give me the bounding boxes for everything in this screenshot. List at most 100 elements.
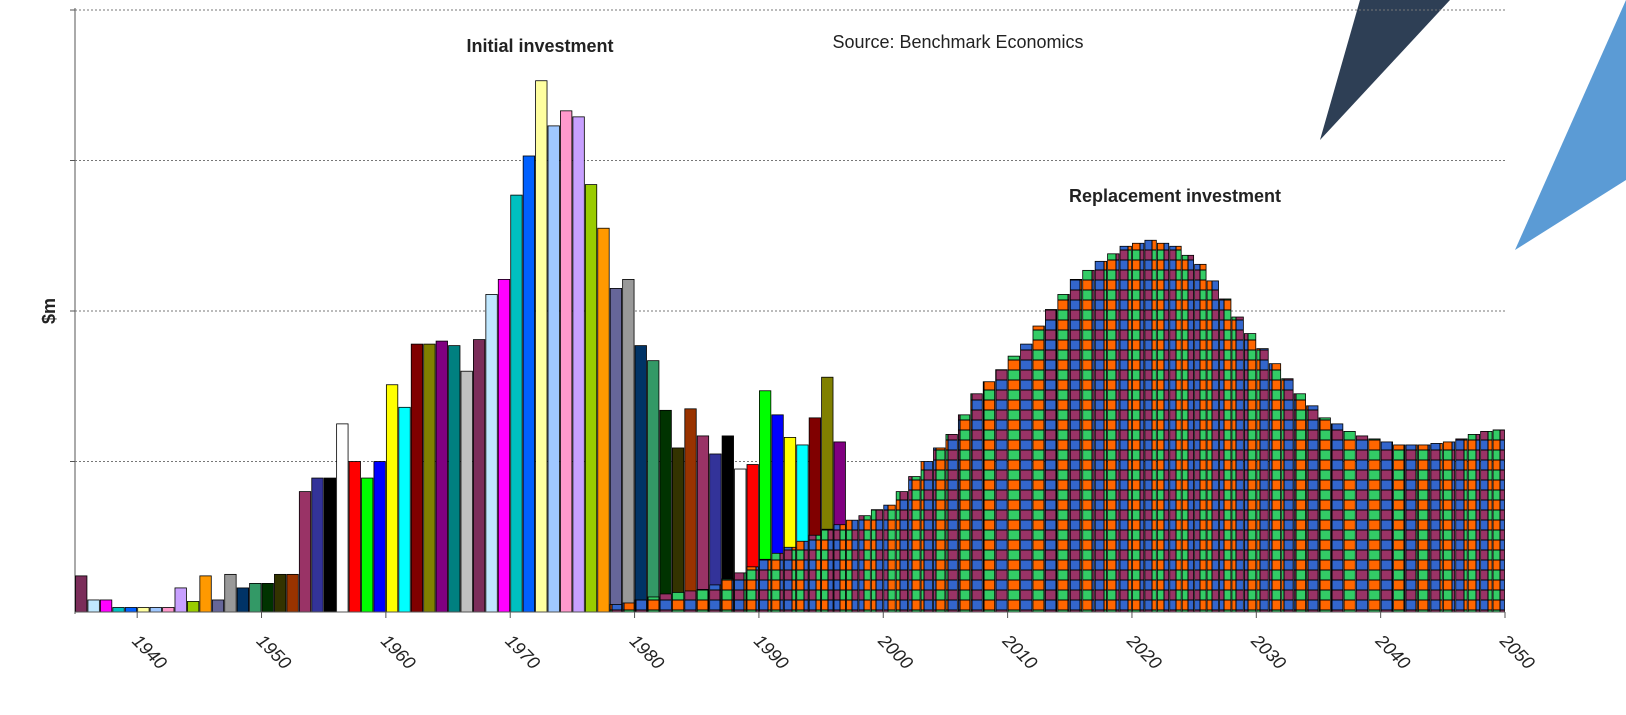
bar — [684, 590, 697, 613]
bar — [771, 552, 784, 613]
bar — [1119, 245, 1132, 613]
bar — [597, 227, 610, 613]
bar — [1156, 242, 1170, 613]
bar — [945, 434, 958, 613]
bar — [609, 288, 623, 613]
bar — [759, 558, 772, 613]
bar — [1219, 298, 1232, 613]
bar — [249, 583, 262, 613]
bar — [286, 573, 299, 613]
bar — [1020, 343, 1033, 613]
x-tick-label: 2000 — [874, 630, 917, 673]
bar — [709, 584, 722, 613]
bar — [1194, 263, 1207, 613]
x-tick-label: 2030 — [1247, 630, 1290, 673]
bar — [1467, 434, 1481, 613]
bar — [833, 524, 846, 613]
bar — [696, 435, 710, 613]
bar — [410, 343, 424, 613]
bar — [398, 406, 411, 613]
bar — [933, 447, 946, 613]
bar — [1169, 245, 1182, 613]
bar — [647, 360, 660, 613]
bar — [560, 110, 573, 613]
bar — [1069, 278, 1083, 613]
annotation: Source: Benchmark Economics — [832, 32, 1083, 52]
bar — [547, 125, 560, 613]
bar — [572, 116, 585, 613]
x-tick-label: 1970 — [501, 631, 543, 673]
bar — [535, 80, 548, 613]
bar — [584, 184, 598, 613]
bar — [970, 393, 983, 613]
bar — [261, 583, 274, 613]
bar — [112, 607, 125, 613]
bar — [373, 461, 386, 613]
bar — [336, 423, 349, 613]
bar — [1480, 430, 1493, 613]
bar — [796, 540, 809, 613]
x-tick-label: 2010 — [998, 630, 1041, 673]
decoration — [1320, 0, 1450, 140]
bar — [361, 477, 374, 613]
y-axis-label: $m — [39, 298, 59, 324]
series-label: Initial investment — [466, 36, 613, 56]
bar — [187, 601, 200, 613]
bar — [1231, 316, 1244, 613]
bar — [696, 589, 710, 613]
bar — [1343, 430, 1356, 613]
x-tick-label: 1960 — [377, 631, 419, 673]
bar — [199, 575, 212, 613]
bar — [224, 573, 237, 613]
x-tick-label: 1990 — [750, 631, 792, 673]
decoration — [1515, 0, 1626, 250]
bar — [1268, 363, 1282, 613]
bar — [1132, 242, 1145, 613]
bar — [1281, 378, 1294, 613]
bar — [1393, 444, 1406, 613]
series-label: Replacement investment — [1069, 186, 1281, 206]
bar — [1442, 441, 1456, 613]
bar — [659, 409, 672, 613]
bar — [522, 155, 535, 613]
x-tick-label: 1980 — [626, 631, 668, 673]
bar — [311, 477, 324, 613]
bar — [634, 599, 647, 613]
bar — [1331, 423, 1344, 613]
bar — [99, 599, 113, 613]
bar — [1206, 280, 1219, 613]
bar — [1318, 417, 1331, 613]
bar — [1007, 355, 1020, 613]
x-tick-label: 1950 — [253, 631, 295, 673]
bar — [634, 345, 647, 613]
bar — [149, 607, 162, 613]
bar — [982, 381, 996, 613]
bar — [746, 566, 759, 613]
bar — [1368, 438, 1381, 613]
bar — [162, 607, 175, 613]
bar — [211, 599, 225, 613]
bar — [908, 476, 921, 613]
bar — [137, 607, 150, 613]
bar — [1355, 435, 1369, 613]
bar — [920, 461, 933, 613]
bar — [734, 572, 747, 613]
bar — [821, 528, 834, 613]
bar — [1256, 348, 1269, 613]
bar — [274, 573, 287, 613]
bar — [659, 593, 672, 613]
bar — [684, 408, 697, 613]
bar — [622, 602, 635, 613]
bar — [497, 278, 511, 613]
bar — [883, 504, 896, 613]
bar — [609, 604, 623, 613]
bar — [385, 384, 399, 613]
bar — [1094, 260, 1107, 613]
bar — [1380, 441, 1393, 613]
bar — [348, 461, 361, 613]
bar — [1181, 254, 1195, 613]
x-tick-label: 2050 — [1495, 630, 1538, 673]
bar — [671, 447, 685, 613]
bar — [622, 278, 635, 613]
bar — [460, 370, 473, 613]
